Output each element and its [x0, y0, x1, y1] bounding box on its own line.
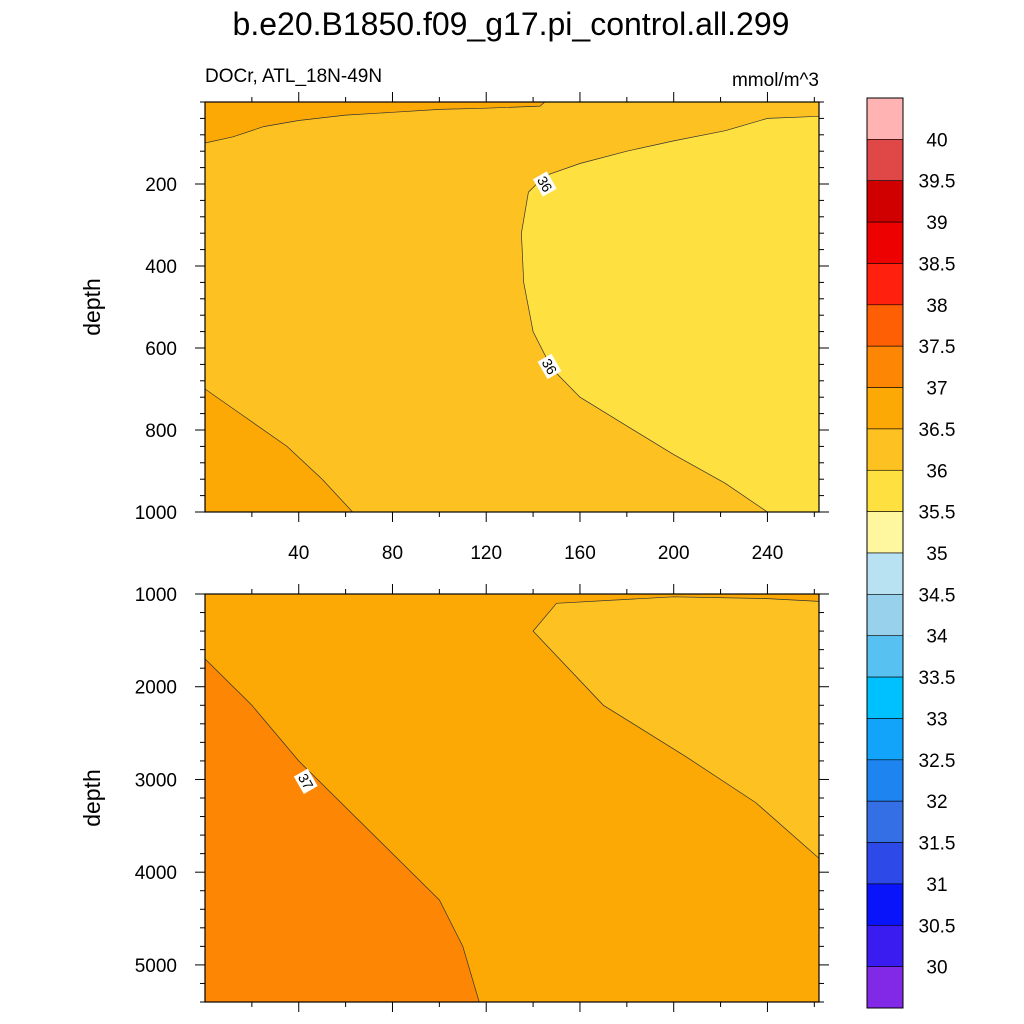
colorbar-swatch: [866, 718, 904, 761]
y-tick-label: 4000: [135, 863, 177, 884]
chart-title: b.e20.B1850.f09_g17.pi_control.all.299: [233, 6, 790, 42]
svg-text:36: 36: [539, 356, 561, 378]
colorbar-swatch: [866, 263, 904, 306]
y-tick-label: 400: [145, 257, 177, 278]
colorbar-label: 37.5: [919, 337, 956, 358]
plot-frame: [204, 101, 820, 513]
colorbar-label: 36: [926, 461, 947, 482]
colorbar-label: 35.5: [919, 503, 956, 524]
colorbar-swatch: [866, 594, 904, 637]
colorbar-swatch: [866, 842, 904, 885]
units-label: mmol/m^3: [732, 70, 819, 91]
colorbar-swatch: [866, 966, 904, 1009]
colorbar-label: 36.5: [919, 420, 956, 441]
colorbar-label: 33: [926, 709, 947, 730]
colorbar-swatch: [866, 139, 904, 182]
svg-text:36: 36: [534, 173, 556, 195]
y-tick-label: 2000: [135, 678, 177, 699]
colorbar-swatch: [866, 387, 904, 430]
colorbar-label: 40: [926, 130, 947, 151]
lower-contour-panel: 1000 2000 3000 4000 5000 depth 37: [79, 584, 829, 1012]
y-tick-label: 1000: [135, 585, 177, 606]
upper-contour-panel: 40 80 120 160 200 240 200 400 600 800 1000 depth 36 3…: [79, 92, 829, 564]
colorbar-swatch: [866, 759, 904, 802]
colorbar-label: 30: [926, 958, 947, 979]
colorbar-swatch: [866, 304, 904, 347]
variable-subtitle: DOCr, ATL_18N-49N: [205, 66, 382, 87]
colorbar-label: 31.5: [919, 834, 956, 855]
x-tick-label: 80: [382, 543, 403, 564]
colorbar-swatch: [866, 469, 904, 512]
colorbar-swatch: [866, 552, 904, 595]
y-tick-label: 3000: [135, 770, 177, 791]
colorbar-label: 39: [926, 213, 947, 234]
colorbar-label: 38: [926, 296, 947, 317]
y-axis-label: depth: [79, 769, 105, 827]
contour-region-36-36.5: [355, 594, 819, 859]
colorbar-label: 37: [926, 379, 947, 400]
contour-region-37-37.5: [205, 658, 480, 1002]
x-tick-label: 40: [288, 543, 309, 564]
y-axis-label: depth: [79, 278, 105, 336]
colorbar-swatch: [866, 221, 904, 264]
colorbar-label: 39.5: [919, 172, 956, 193]
colorbar-label: 38.5: [919, 254, 956, 275]
contour-region-35.5-36: [521, 102, 819, 512]
colorbar: 40 39.5 39 38.5 38 37.5 37 36.5 36 35.5 35 34.5 34 33…: [866, 97, 956, 1009]
y-tick-label: 200: [145, 175, 177, 196]
x-tick-label: 160: [564, 543, 596, 564]
x-tick-label: 120: [470, 543, 502, 564]
colorbar-label: 31: [926, 875, 947, 896]
contour-region-36.5-37: [205, 388, 354, 512]
y-tick-label: 5000: [135, 956, 177, 977]
x-tick-label: 200: [658, 543, 690, 564]
colorbar-swatch: [866, 635, 904, 678]
colorbar-swatch: [866, 180, 904, 223]
y-tick-label: 800: [145, 421, 177, 442]
colorbar-label: 32.5: [919, 751, 956, 772]
colorbar-swatch: [866, 428, 904, 471]
contour-region-36.5-37: [205, 102, 546, 144]
colorbar-swatch: [866, 800, 904, 843]
colorbar-label: 32: [926, 792, 947, 813]
colorbar-label: 34: [926, 627, 948, 648]
contour-label: 36: [537, 353, 562, 380]
contour-label: 36: [532, 171, 557, 197]
x-tick-label: 240: [752, 543, 784, 564]
svg-text:37: 37: [295, 771, 317, 793]
y-tick-label: 600: [145, 339, 177, 360]
colorbar-label: 30.5: [919, 916, 956, 937]
colorbar-swatch: [866, 676, 904, 719]
colorbar-label: 35: [926, 544, 947, 565]
contour-label: 37: [293, 768, 318, 794]
colorbar-swatch: [866, 345, 904, 388]
colorbar-swatch: [866, 924, 904, 967]
colorbar-swatch: [866, 97, 904, 140]
colorbar-swatch: [866, 511, 904, 554]
colorbar-label: 34.5: [919, 585, 956, 606]
colorbar-label: 33.5: [919, 668, 956, 689]
colorbar-swatch: [866, 883, 904, 926]
y-tick-label: 1000: [135, 503, 177, 524]
